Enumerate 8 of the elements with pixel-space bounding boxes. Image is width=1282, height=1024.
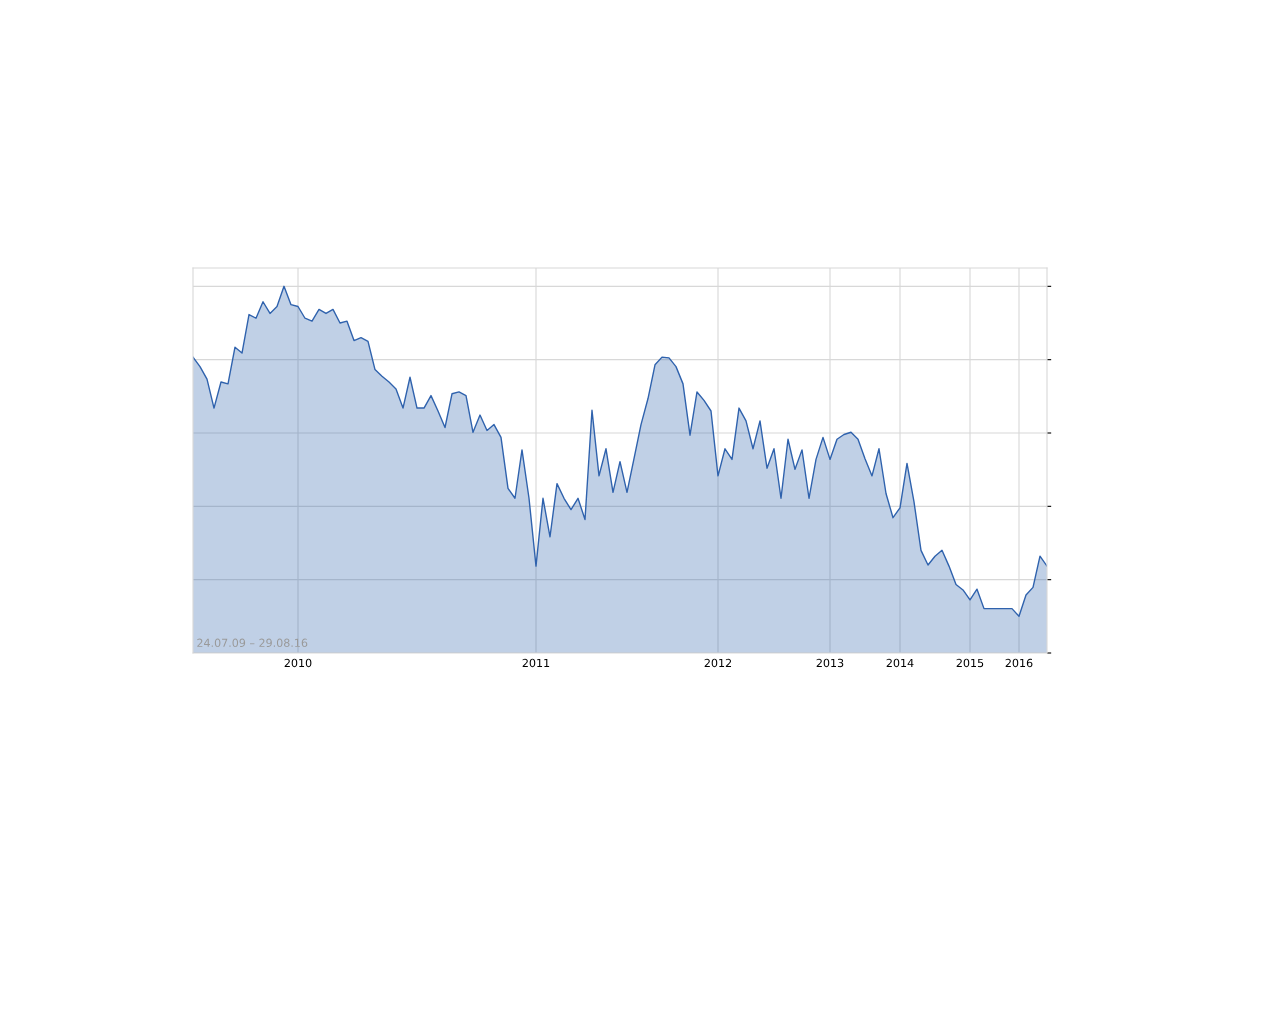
x-tick-label: 2012 [704, 658, 732, 668]
annotation: 24.07.09 – 29.08.16 [197, 638, 308, 647]
x-tick-label: 2011 [522, 658, 550, 668]
x-tick-label: 2014 [886, 658, 914, 668]
x-tick-label: 2013 [816, 658, 844, 668]
x-tick-label: 2016 [1005, 658, 1033, 668]
x-tick-label: 2015 [956, 658, 984, 668]
x-tick-label: 2010 [284, 658, 312, 668]
